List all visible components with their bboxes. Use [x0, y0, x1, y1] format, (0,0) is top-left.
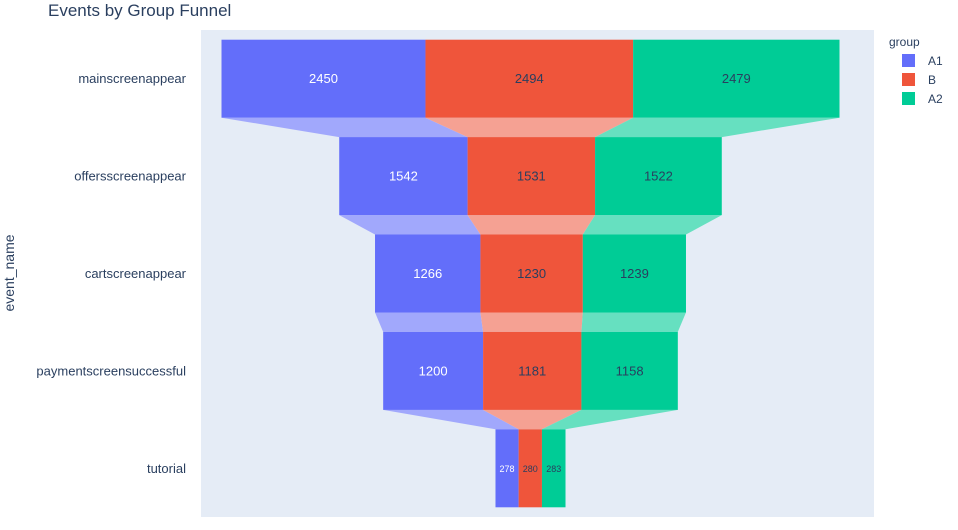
category-label: mainscreenappear: [78, 71, 186, 86]
y-axis-title: event_name: [1, 234, 17, 311]
connector-b-0: [425, 117, 634, 138]
legend-label: B: [928, 73, 936, 87]
legend[interactable]: group A1 B A2: [889, 35, 943, 106]
connector-a1-1: [339, 215, 481, 235]
value-label: 2450: [309, 71, 338, 86]
category-label: paymentscreensuccessful: [36, 363, 186, 378]
connector-b-2: [480, 312, 583, 332]
category-label: offersscreenappear: [74, 169, 186, 184]
bar-b-tutorial[interactable]: [518, 429, 542, 508]
legend-swatch: [902, 73, 915, 86]
connector-a2-1: [582, 215, 722, 235]
bar-a1-cartscreenappear[interactable]: [375, 234, 481, 313]
value-label: 1266: [413, 266, 442, 281]
connector-a1-3: [383, 409, 519, 430]
bar-b-offersscreenappear[interactable]: [467, 137, 596, 216]
bar-a1-offersscreenappear[interactable]: [339, 137, 468, 216]
bar-a2-offersscreenappear[interactable]: [595, 137, 722, 216]
bar-b-cartscreenappear[interactable]: [480, 234, 583, 313]
bar-a2-cartscreenappear[interactable]: [582, 234, 686, 313]
category-label: tutorial: [147, 461, 186, 476]
legend-label: A2: [928, 92, 943, 106]
connector-a2-2: [581, 312, 686, 332]
connector-b-3: [483, 409, 582, 430]
connector-a1-2: [375, 312, 484, 332]
bar-a2-mainscreenappear[interactable]: [633, 39, 840, 118]
category-labels: mainscreenappear offersscreenappear cartsc…: [36, 71, 186, 476]
value-label: 1531: [517, 169, 546, 184]
value-label: 2494: [515, 71, 544, 86]
value-label: 278: [500, 464, 515, 474]
connector-a1-0: [221, 117, 468, 138]
value-label: 1230: [517, 266, 546, 281]
connector-a2-0: [595, 117, 840, 138]
connector-a2-3: [541, 409, 678, 430]
value-labels: 2450 2494 2479 1542 1531 1522 1266 1230 1239 1200…: [309, 71, 751, 474]
legend-item-b[interactable]: B: [902, 73, 936, 87]
legend-item-a2[interactable]: A2: [902, 92, 943, 106]
value-label: 283: [546, 464, 561, 474]
value-label: 1522: [644, 169, 673, 184]
value-label: 2479: [722, 71, 751, 86]
legend-label: A1: [928, 54, 943, 68]
bar-a1-paymentscreensuccessful[interactable]: [383, 331, 484, 410]
legend-title: group: [889, 35, 920, 49]
legend-swatch: [902, 54, 915, 67]
value-label: 1200: [419, 363, 448, 378]
bar-b-mainscreenappear[interactable]: [425, 39, 634, 118]
value-label: 280: [523, 464, 538, 474]
bar-b-paymentscreensuccessful[interactable]: [483, 331, 582, 410]
bar-a1-tutorial[interactable]: [495, 429, 519, 508]
chart-title: Events by Group Funnel: [48, 1, 231, 20]
category-label: cartscreenappear: [85, 266, 187, 281]
funnel-connectors: [221, 117, 840, 430]
value-label: 1181: [518, 363, 546, 378]
legend-item-a1[interactable]: A1: [902, 54, 943, 68]
value-label: 1542: [389, 169, 418, 184]
bar-a2-tutorial[interactable]: [541, 429, 566, 508]
legend-swatch: [902, 92, 915, 105]
bar-a2-paymentscreensuccessful[interactable]: [581, 331, 678, 410]
bar-a1-mainscreenappear[interactable]: [221, 39, 426, 118]
connector-b-1: [467, 215, 596, 235]
value-label: 1158: [616, 363, 644, 378]
value-label: 1239: [620, 266, 649, 281]
funnel-bars: [221, 39, 840, 508]
